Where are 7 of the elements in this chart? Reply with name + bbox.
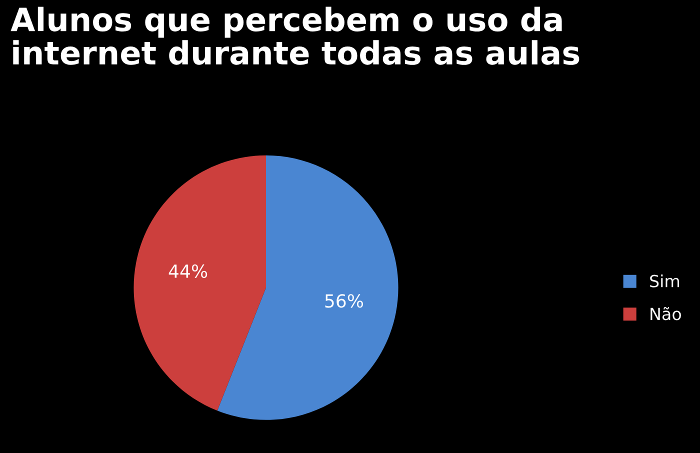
legend-label: Não bbox=[650, 307, 681, 320]
data-label: 44% bbox=[168, 264, 208, 278]
chart-title: Alunos que percebem o uso da internet durante todas as aulas bbox=[10, 6, 580, 65]
pie-slice bbox=[134, 155, 266, 411]
legend-label: Sim bbox=[650, 274, 680, 288]
pie-slice bbox=[217, 155, 398, 420]
data-label: 56% bbox=[325, 294, 364, 308]
